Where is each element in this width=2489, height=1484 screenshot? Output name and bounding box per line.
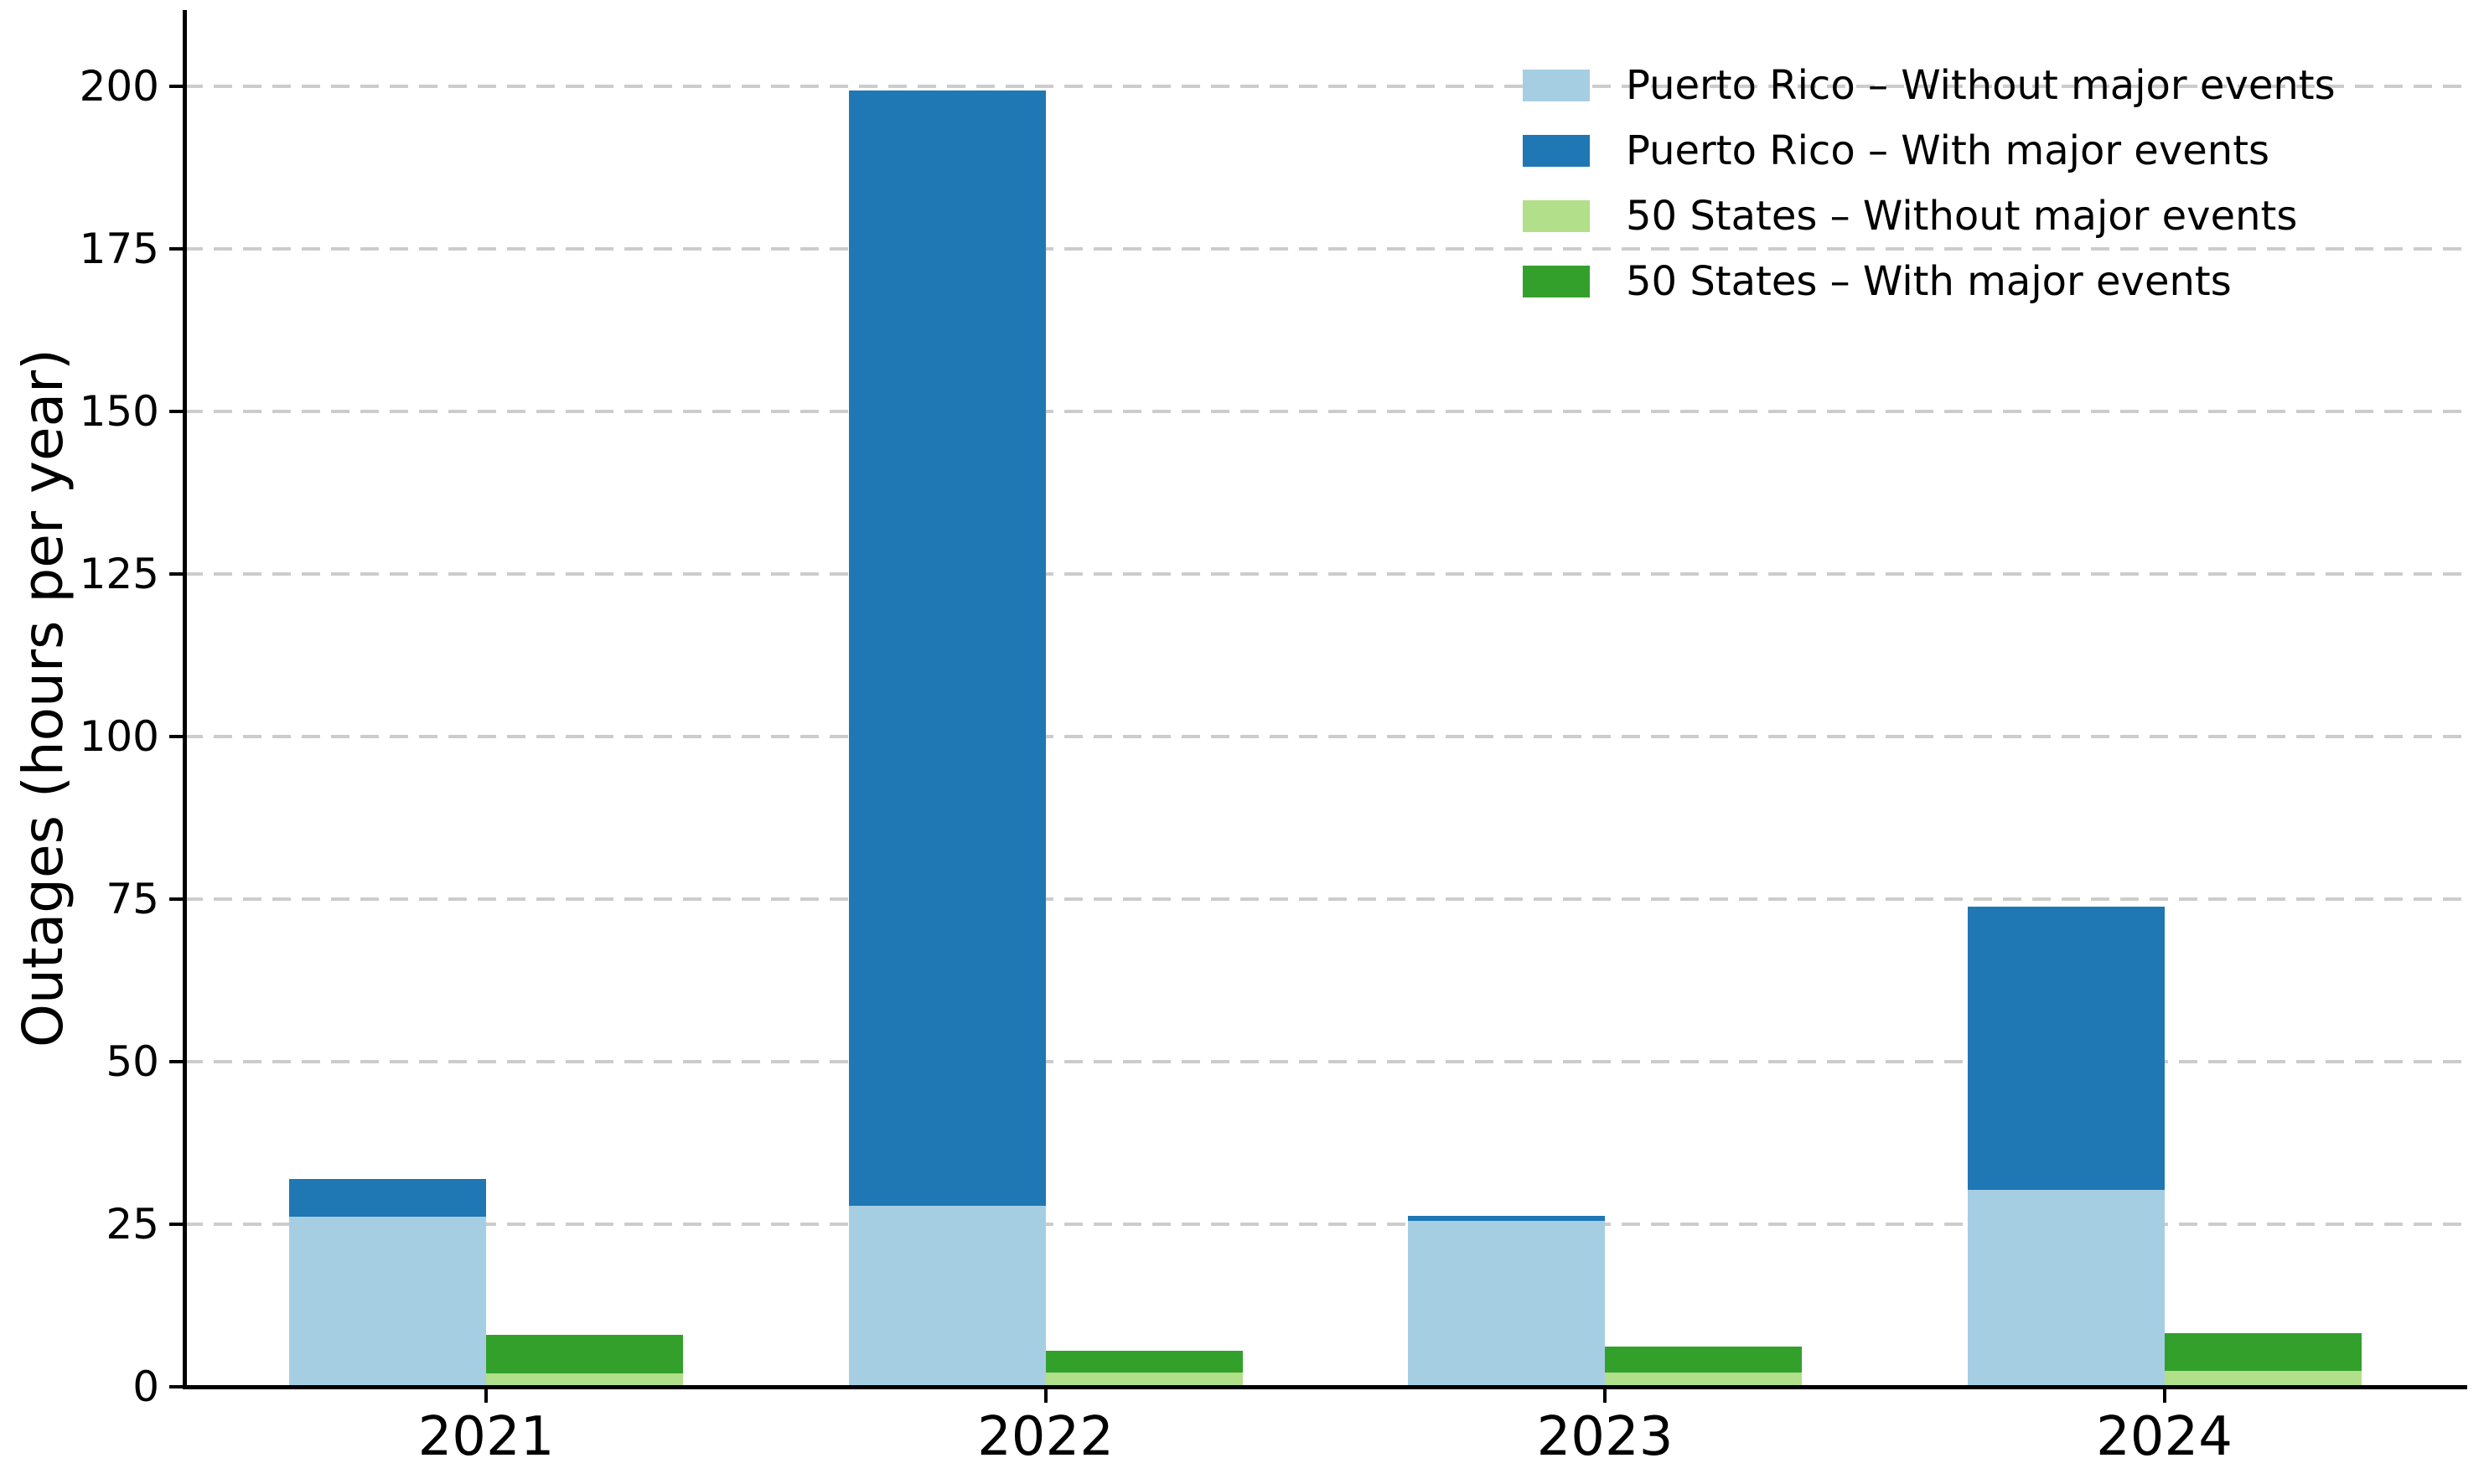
y-tick-label-0: 0 — [132, 1362, 159, 1411]
y-tick-150 — [169, 410, 183, 413]
bar-states-with-2023 — [1605, 1346, 1802, 1373]
y-tick-0 — [169, 1385, 183, 1388]
y-tick-200 — [169, 85, 183, 88]
gridline-y-25 — [184, 1223, 2466, 1226]
bar-pr-with-2021 — [289, 1179, 486, 1218]
bar-states-without-2023 — [1605, 1372, 1802, 1387]
y-tick-label-175: 175 — [79, 225, 159, 273]
bar-states-with-2021 — [486, 1334, 683, 1374]
bar-pr-with-2023 — [1408, 1215, 1605, 1222]
bar-states-without-2024 — [2164, 1370, 2362, 1387]
x-tick-label-2021: 2021 — [417, 1406, 555, 1468]
legend-swatch-2 — [1523, 200, 1590, 232]
y-tick-label-100: 100 — [79, 712, 159, 761]
y-tick-50 — [169, 1060, 183, 1063]
gridline-y-150 — [184, 410, 2466, 413]
y-tick-label-25: 25 — [106, 1200, 159, 1249]
legend-item-3: 50 States – With major events — [1523, 256, 2453, 307]
gridline-y-50 — [184, 1060, 2466, 1063]
legend-label-2: 50 States – Without major events — [1626, 193, 2298, 240]
gridline-y-175 — [184, 247, 2466, 251]
bar-pr-with-2024 — [1967, 907, 2165, 1190]
y-tick-125 — [169, 572, 183, 576]
y-tick-175 — [169, 247, 183, 251]
bar-states-with-2024 — [2164, 1332, 2362, 1371]
legend-swatch-1 — [1523, 135, 1590, 167]
legend-item-0: Puerto Rico – Without major events — [1523, 60, 2453, 111]
gridline-y-125 — [184, 572, 2466, 576]
legend-swatch-3 — [1523, 266, 1590, 297]
x-axis-line — [183, 1385, 2467, 1389]
legend-swatch-0 — [1523, 70, 1590, 101]
gridline-y-200 — [184, 85, 2466, 88]
y-tick-label-125: 125 — [79, 550, 159, 598]
gridline-y-75 — [184, 897, 2466, 901]
bar-states-with-2022 — [1045, 1351, 1243, 1373]
x-tick-label-2024: 2024 — [2096, 1406, 2233, 1468]
bar-pr-with-2022 — [848, 90, 1046, 1207]
y-tick-25 — [169, 1223, 183, 1226]
x-tick-label-2023: 2023 — [1536, 1406, 1674, 1468]
legend-item-2: 50 States – Without major events — [1523, 191, 2453, 241]
x-tick-2022 — [1043, 1389, 1048, 1403]
legend-label-0: Puerto Rico – Without major events — [1626, 62, 2336, 109]
x-tick-2023 — [1603, 1389, 1607, 1403]
bar-pr-without-2022 — [848, 1206, 1046, 1387]
legend-item-1: Puerto Rico – With major events — [1523, 126, 2453, 176]
bar-states-without-2021 — [486, 1373, 683, 1387]
y-tick-75 — [169, 897, 183, 901]
bar-pr-without-2021 — [289, 1217, 486, 1387]
gridline-y-100 — [184, 735, 2466, 738]
bar-pr-without-2024 — [1967, 1189, 2165, 1387]
legend-label-1: Puerto Rico – With major events — [1626, 127, 2270, 174]
x-tick-2024 — [2162, 1389, 2166, 1403]
y-tick-label-50: 50 — [106, 1037, 159, 1086]
x-tick-label-2022: 2022 — [977, 1406, 1114, 1468]
bar-states-without-2022 — [1045, 1372, 1243, 1387]
y-tick-100 — [169, 735, 183, 738]
y-tick-label-200: 200 — [79, 62, 159, 111]
x-tick-2021 — [484, 1389, 488, 1403]
y-tick-label-150: 150 — [79, 387, 159, 436]
legend-label-3: 50 States – With major events — [1626, 258, 2232, 305]
y-axis-line — [183, 10, 187, 1389]
bar-pr-without-2023 — [1408, 1221, 1605, 1387]
y-tick-label-75: 75 — [106, 875, 159, 923]
